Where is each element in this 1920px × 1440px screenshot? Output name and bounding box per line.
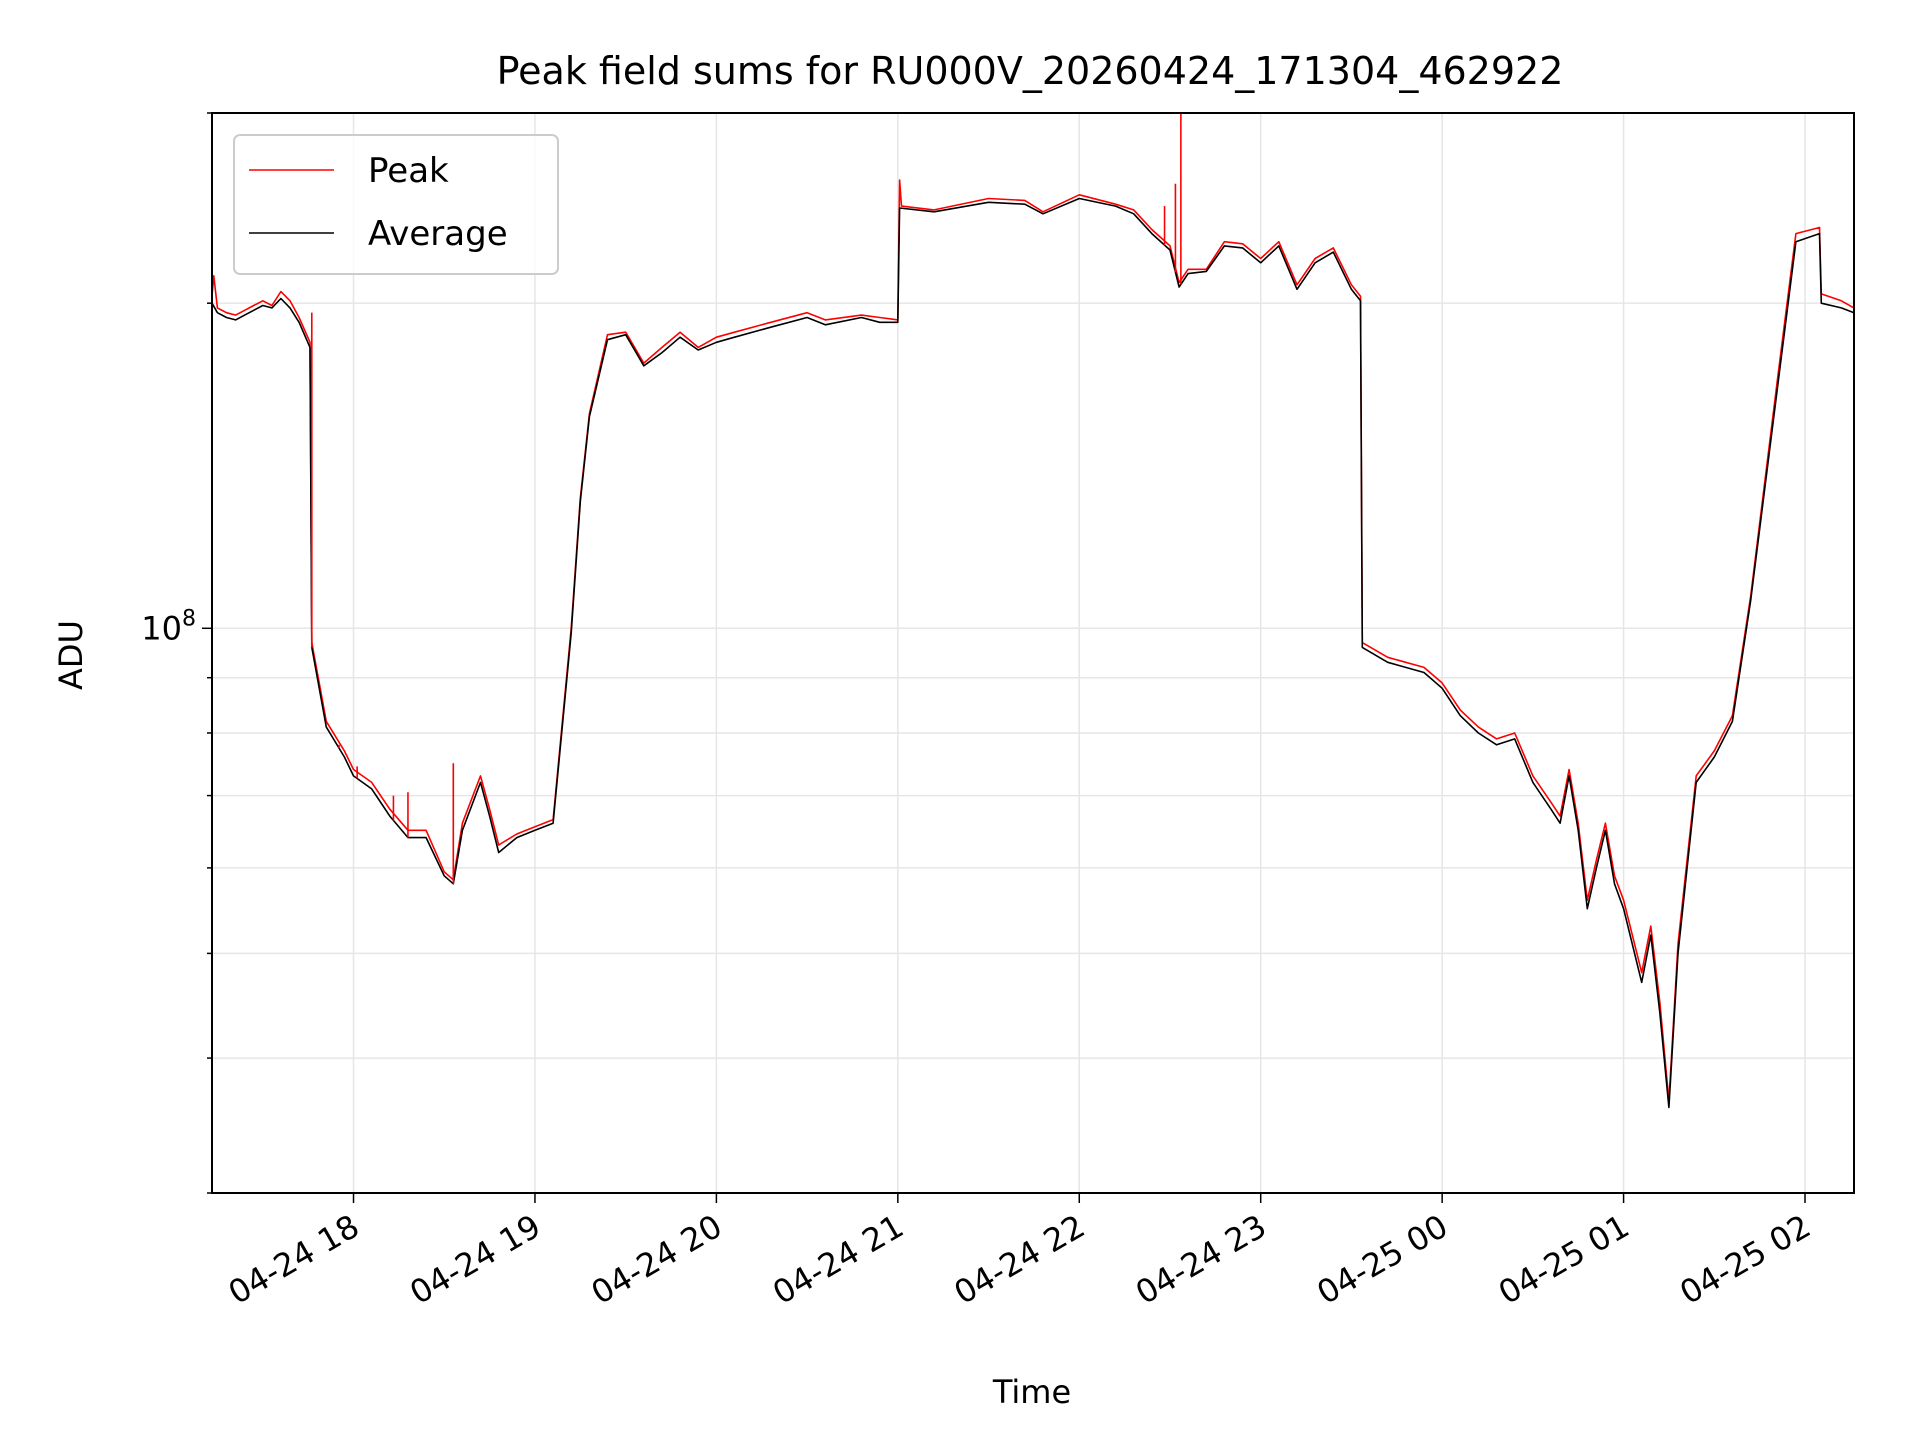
legend: Peak Average — [233, 134, 559, 275]
legend-average-label: Average — [368, 214, 508, 254]
chart-title: Peak field sums for RU000V_20260424_1713… — [497, 49, 1564, 93]
plot-frame — [211, 112, 1855, 1194]
y-tick-label: 108 — [141, 606, 196, 647]
plot-lines — [211, 113, 1855, 1109]
series-line-average — [211, 197, 1855, 1109]
legend-peak-label: Peak — [368, 151, 449, 191]
series-line-peak — [211, 179, 1855, 1102]
y-axis: 108 — [141, 112, 212, 1194]
y-axis-label: ADU — [52, 620, 90, 690]
x-axis-label: Time — [992, 1373, 1071, 1411]
